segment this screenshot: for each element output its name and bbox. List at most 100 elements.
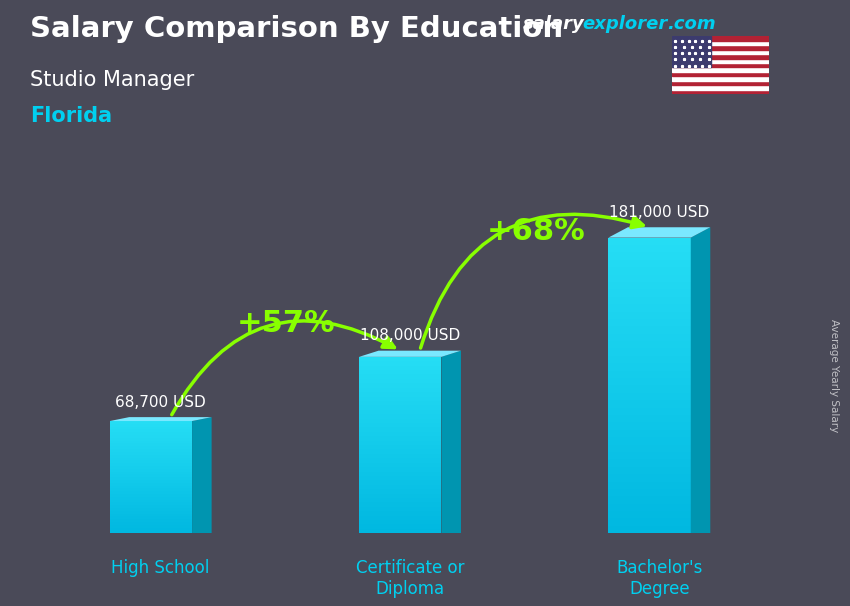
Bar [359, 357, 441, 361]
Bar [110, 525, 192, 528]
Text: salary: salary [523, 15, 585, 33]
Polygon shape [359, 351, 461, 357]
Bar [359, 427, 441, 432]
Bar [110, 452, 192, 454]
Bar [359, 423, 441, 427]
Bar [110, 497, 192, 499]
Bar [609, 408, 691, 415]
Bar [359, 419, 441, 423]
Bar [609, 385, 691, 393]
Bar [609, 334, 691, 341]
Bar [359, 524, 441, 529]
Text: Average Yearly Salary: Average Yearly Salary [829, 319, 839, 432]
Bar [359, 511, 441, 516]
Bar [110, 435, 192, 438]
Bar [672, 76, 769, 81]
Bar [110, 530, 192, 533]
Polygon shape [192, 417, 212, 533]
Bar [110, 463, 192, 466]
Bar [609, 275, 691, 282]
Bar [359, 476, 441, 481]
Bar [359, 502, 441, 507]
Bar [672, 41, 769, 45]
Bar [359, 467, 441, 471]
Bar [672, 54, 769, 59]
Bar [110, 446, 192, 449]
Bar [609, 452, 691, 459]
Bar [609, 474, 691, 482]
Bar [359, 516, 441, 520]
Bar [609, 282, 691, 289]
Bar [110, 474, 192, 477]
Bar [609, 311, 691, 319]
Bar [359, 454, 441, 458]
Text: Salary Comparison By Education: Salary Comparison By Education [30, 15, 563, 43]
Bar [359, 388, 441, 392]
Bar [609, 319, 691, 326]
Text: Florida: Florida [30, 106, 112, 126]
Bar [359, 441, 441, 445]
Bar [672, 36, 711, 67]
Bar [359, 498, 441, 502]
Bar [110, 421, 192, 424]
Bar [609, 496, 691, 504]
Bar [110, 432, 192, 435]
Bar [609, 356, 691, 363]
Text: High School: High School [111, 559, 210, 578]
Text: explorer: explorer [582, 15, 667, 33]
Bar [110, 454, 192, 458]
Bar [359, 410, 441, 414]
Bar [110, 441, 192, 444]
Bar [359, 450, 441, 454]
Bar [110, 469, 192, 471]
Bar [359, 379, 441, 384]
Bar [359, 396, 441, 401]
Bar [609, 341, 691, 348]
Bar [672, 36, 769, 41]
Bar [609, 393, 691, 400]
Bar [609, 348, 691, 356]
Bar [609, 430, 691, 437]
Text: Studio Manager: Studio Manager [30, 70, 194, 90]
Text: 181,000 USD: 181,000 USD [609, 205, 710, 220]
Bar [110, 494, 192, 497]
Bar [110, 458, 192, 461]
Bar [110, 508, 192, 511]
Bar [609, 445, 691, 452]
Bar [359, 365, 441, 370]
Text: 108,000 USD: 108,000 USD [360, 328, 460, 344]
Bar [359, 507, 441, 511]
Bar [609, 489, 691, 496]
Bar [609, 252, 691, 260]
Bar [110, 438, 192, 441]
Bar [359, 384, 441, 388]
Bar [609, 504, 691, 511]
Bar [359, 401, 441, 405]
Bar [110, 522, 192, 525]
Bar [359, 463, 441, 467]
Bar [110, 491, 192, 494]
Bar [110, 477, 192, 480]
Bar [609, 482, 691, 489]
Bar [609, 378, 691, 385]
Bar [359, 489, 441, 493]
Bar [609, 238, 691, 245]
Bar [672, 59, 769, 63]
Bar [609, 519, 691, 526]
Bar [609, 511, 691, 519]
Bar [359, 392, 441, 396]
Polygon shape [609, 227, 711, 238]
Bar [359, 520, 441, 524]
Bar [110, 485, 192, 488]
Bar [110, 511, 192, 514]
Bar [609, 459, 691, 467]
Bar [609, 363, 691, 371]
Bar [359, 471, 441, 476]
Bar [672, 90, 769, 94]
Bar [609, 289, 691, 297]
Bar [359, 361, 441, 365]
Bar [672, 67, 769, 72]
Text: .com: .com [667, 15, 716, 33]
Bar [110, 502, 192, 505]
Bar [672, 63, 769, 67]
